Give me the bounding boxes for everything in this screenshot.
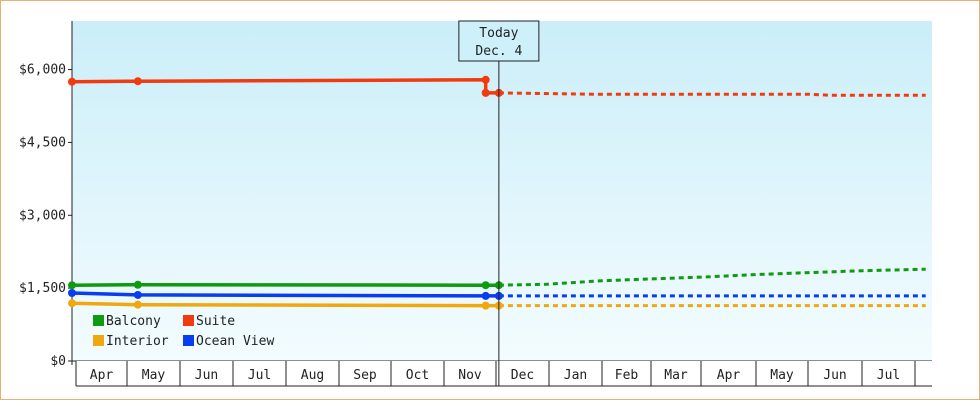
- y-tick-label: $1,500: [19, 281, 66, 296]
- data-point: [68, 299, 76, 308]
- today-label: Today: [479, 26, 518, 41]
- series-balcony: [68, 267, 926, 290]
- y-tick-label: $4,500: [19, 135, 66, 150]
- series-forecast-line: [498, 91, 926, 97]
- today-box: [458, 20, 540, 62]
- data-point: [133, 280, 142, 289]
- x-tick-label: Oct: [406, 368, 429, 383]
- legend-item: Balcony: [93, 314, 161, 329]
- x-tick-label: Mar: [664, 368, 688, 383]
- legend-label: Ocean View: [196, 334, 274, 349]
- series-suite: [68, 75, 926, 97]
- y-tick-label: $6,000: [19, 63, 66, 78]
- x-tick-label: Apr: [717, 368, 741, 383]
- data-point: [133, 290, 142, 299]
- series-forecast-line: [498, 267, 926, 287]
- y-tick-label: $0: [50, 354, 66, 369]
- legend: Balcony Suite Interior Ocean View: [93, 314, 274, 349]
- legend-swatch: [183, 335, 194, 346]
- x-axis: Apr May Jun Jul Aug Sep Oct Nov Dec Jan Feb Mar Apr M…: [75, 361, 932, 387]
- x-tick-label: Dec: [511, 368, 534, 383]
- x-tick-label: Nov: [458, 368, 482, 383]
- x-tick-label: Aug: [301, 368, 324, 383]
- series-actual-line: [71, 301, 499, 308]
- x-tick-label: May: [142, 368, 166, 383]
- today-date: Dec. 4: [475, 44, 522, 59]
- data-point: [481, 281, 490, 290]
- today-marker: Today Dec. 4: [458, 20, 540, 386]
- x-tick-label: Jan: [564, 368, 587, 383]
- x-tick-label: Sep: [353, 368, 377, 383]
- legend-label: Interior: [106, 334, 169, 349]
- data-point: [68, 281, 76, 290]
- data-point: [133, 300, 142, 309]
- plot-area: [72, 21, 932, 361]
- legend-label: Suite: [196, 314, 235, 329]
- series-interior: [68, 299, 926, 310]
- x-tick-label: May: [770, 368, 794, 383]
- x-tick-label: Jun: [195, 368, 218, 383]
- x-tick-label: Jul: [877, 368, 900, 383]
- series-layer: [68, 75, 926, 310]
- legend-swatch: [93, 315, 104, 326]
- legend-item: Ocean View: [183, 334, 274, 349]
- data-point: [481, 75, 490, 84]
- data-point: [481, 301, 490, 310]
- x-tick-label: Jul: [248, 368, 271, 383]
- legend-item: Suite: [183, 314, 235, 329]
- y-tick-label: $3,000: [19, 208, 66, 223]
- data-point: [481, 88, 490, 97]
- x-tick-label: Jun: [823, 368, 846, 383]
- x-tick-label: Apr: [90, 368, 114, 383]
- x-tick-label: Feb: [615, 368, 639, 383]
- data-point: [481, 291, 490, 300]
- data-point: [68, 289, 76, 297]
- series-ocean-view: [68, 289, 926, 300]
- data-point: [68, 77, 76, 86]
- series-actual-line: [71, 282, 499, 287]
- legend-item: Interior: [93, 334, 169, 349]
- legend-label: Balcony: [106, 314, 161, 329]
- series-actual-line: [71, 291, 499, 298]
- legend-swatch: [93, 335, 104, 346]
- x-axis-band: [76, 361, 932, 386]
- legend-swatch: [183, 315, 194, 326]
- data-point: [133, 77, 142, 86]
